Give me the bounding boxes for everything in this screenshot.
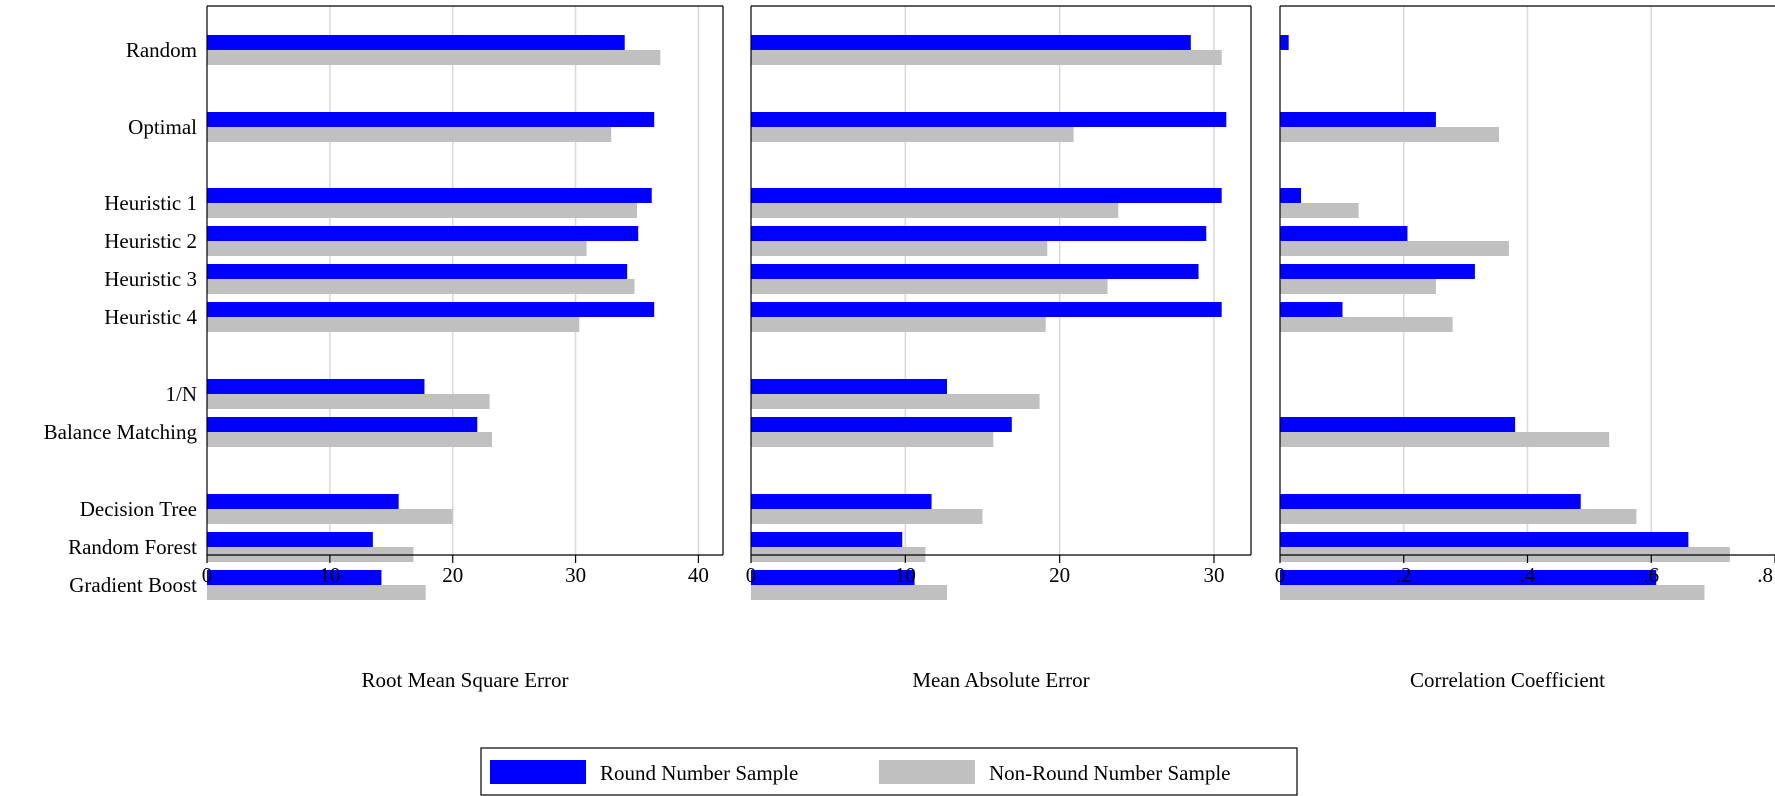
panel-3-bar-round-number-sample-random-forest [1280, 532, 1689, 547]
panel-3-bar-non-round-number-sample-heuristic-3 [1280, 279, 1436, 294]
panel-2-bar-non-round-number-sample-heuristic-3 [751, 279, 1108, 294]
panel-3-bar-non-round-number-sample-decision-tree [1280, 509, 1637, 524]
panel-2-bar-round-number-sample-optimal [751, 112, 1227, 127]
legend-swatch-non-round-number-sample [879, 760, 975, 784]
panel-2-bar-non-round-number-sample-decision-tree [751, 509, 983, 524]
panel-3-tick-label-3: .6 [1643, 563, 1659, 587]
panel-1-bar-round-number-sample-decision-tree [207, 494, 399, 509]
panel-3-tick-label-2: .4 [1520, 563, 1536, 587]
panel-3-bar-round-number-sample-heuristic-4 [1280, 302, 1343, 317]
panel-2-bar-round-number-sample-random [751, 35, 1191, 50]
panel-2-tick-label-0: 0 [746, 563, 757, 587]
category-label-random-forest: Random Forest [68, 535, 197, 559]
panel-1-x-axis-title: Root Mean Square Error [361, 668, 568, 692]
panel-2-bar-round-number-sample-random-forest [751, 532, 903, 547]
panel-1-tick-label-3: 30 [565, 563, 586, 587]
panel-1-bar-round-number-sample-balance-matching [207, 417, 478, 432]
panel-2-bar-non-round-number-sample-heuristic-4 [751, 317, 1046, 332]
panel-2-bar-non-round-number-sample-gradient-boost [751, 585, 947, 600]
panel-2-bar-non-round-number-sample-heuristic-1 [751, 203, 1119, 218]
category-label-gradient-boost: Gradient Boost [69, 573, 197, 597]
panel-3-tick-label-1: .2 [1396, 563, 1412, 587]
panel-1-bar-round-number-sample-heuristic-1 [207, 188, 652, 203]
category-label-random: Random [126, 38, 197, 62]
panel-3-tick-label-0: 0 [1275, 563, 1286, 587]
panel-1-bar-round-number-sample-optimal [207, 112, 655, 127]
panel-3-x-axis-title: Correlation Coefficient [1410, 668, 1605, 692]
panel-3-bar-round-number-sample-decision-tree [1280, 494, 1581, 509]
panel-2-tick-label-1: 10 [895, 563, 916, 587]
panel-3-bar-non-round-number-sample-heuristic-2 [1280, 241, 1509, 256]
panel-1-tick-label-1: 10 [319, 563, 340, 587]
panel-1-tick-label-4: 40 [688, 563, 709, 587]
panel-1-bar-round-number-sample-heuristic-2 [207, 226, 639, 241]
panel-3-bar-round-number-sample-random [1280, 35, 1289, 50]
panel-3-bar-non-round-number-sample-heuristic-4 [1280, 317, 1453, 332]
panel-1-bar-non-round-number-sample-heuristic-3 [207, 279, 635, 294]
legend-label-non-round-number-sample: Non-Round Number Sample [989, 761, 1230, 785]
panel-2-bar-round-number-sample-heuristic-4 [751, 302, 1222, 317]
panel-2-bar-round-number-sample-balance-matching [751, 417, 1012, 432]
panel-2-bar-non-round-number-sample-optimal [751, 127, 1074, 142]
panel-1-tick-label-2: 20 [442, 563, 463, 587]
panel-3-bar-round-number-sample-heuristic-1 [1280, 188, 1302, 203]
panel-1-bar-non-round-number-sample-optimal [207, 127, 612, 142]
panel-3-bar-round-number-sample-optimal [1280, 112, 1436, 127]
panel-2-bar-round-number-sample-heuristic-1 [751, 188, 1222, 203]
panel-1-bar-round-number-sample-heuristic-4 [207, 302, 655, 317]
panel-1-bar-round-number-sample-random [207, 35, 625, 50]
category-label-balance-matching: Balance Matching [44, 420, 198, 444]
panel-3-bar-round-number-sample-gradient-boost [1280, 570, 1657, 585]
category-label-heuristic-2: Heuristic 2 [104, 229, 197, 253]
legend-swatch-round-number-sample [490, 760, 586, 784]
panel-2-bar-non-round-number-sample-balance-matching [751, 432, 994, 447]
panel-1-bar-round-number-sample-heuristic-3 [207, 264, 628, 279]
panel-2-tick-label-3: 30 [1203, 563, 1224, 587]
panel-1-bar-round-number-sample-gradient-boost [207, 570, 382, 585]
panel-1-bar-non-round-number-sample-balance-matching [207, 432, 493, 447]
panel-3-tick-label-4: .8 [1757, 563, 1773, 587]
panel-1-bar-round-number-sample-1-n [207, 379, 425, 394]
category-label-decision-tree: Decision Tree [80, 497, 197, 521]
panel-1-bar-non-round-number-sample-heuristic-2 [207, 241, 587, 256]
panel-1-tick-label-0: 0 [202, 563, 213, 587]
category-label-heuristic-1: Heuristic 1 [104, 191, 197, 215]
panel-3-bar-round-number-sample-heuristic-3 [1280, 264, 1475, 279]
category-label-1-n: 1/N [166, 382, 198, 406]
panel-2-bar-non-round-number-sample-random [751, 50, 1222, 65]
panel-1-bar-round-number-sample-random-forest [207, 532, 373, 547]
panel-3-bar-non-round-number-sample-heuristic-1 [1280, 203, 1359, 218]
category-label-heuristic-4: Heuristic 4 [104, 305, 197, 329]
panel-1-bar-non-round-number-sample-1-n [207, 394, 490, 409]
panel-2-bar-round-number-sample-heuristic-2 [751, 226, 1207, 241]
panel-1-bar-non-round-number-sample-random [207, 50, 661, 65]
panel-2-bar-non-round-number-sample-1-n [751, 394, 1040, 409]
panel-2-bar-round-number-sample-gradient-boost [751, 570, 915, 585]
panel-1-bar-non-round-number-sample-heuristic-1 [207, 203, 637, 218]
panel-1-bar-non-round-number-sample-heuristic-4 [207, 317, 580, 332]
panel-3-bar-non-round-number-sample-balance-matching [1280, 432, 1610, 447]
panel-2-tick-label-2: 20 [1049, 563, 1070, 587]
panel-3-bar-round-number-sample-heuristic-2 [1280, 226, 1408, 241]
panel-3-bar-non-round-number-sample-gradient-boost [1280, 585, 1705, 600]
panel-2-x-axis-title: Mean Absolute Error [912, 668, 1089, 692]
panel-3-bar-round-number-sample-balance-matching [1280, 417, 1516, 432]
panel-2-bar-round-number-sample-1-n [751, 379, 947, 394]
panel-1-bar-non-round-number-sample-gradient-boost [207, 585, 426, 600]
panel-2-bar-round-number-sample-decision-tree [751, 494, 932, 509]
category-label-heuristic-3: Heuristic 3 [104, 267, 197, 291]
category-label-optimal: Optimal [128, 115, 197, 139]
panel-3-bar-non-round-number-sample-optimal [1280, 127, 1500, 142]
panel-1-bar-non-round-number-sample-decision-tree [207, 509, 453, 524]
panel-2-bar-non-round-number-sample-heuristic-2 [751, 241, 1048, 256]
panel-2-bar-round-number-sample-heuristic-3 [751, 264, 1199, 279]
legend-label-round-number-sample: Round Number Sample [600, 761, 798, 785]
